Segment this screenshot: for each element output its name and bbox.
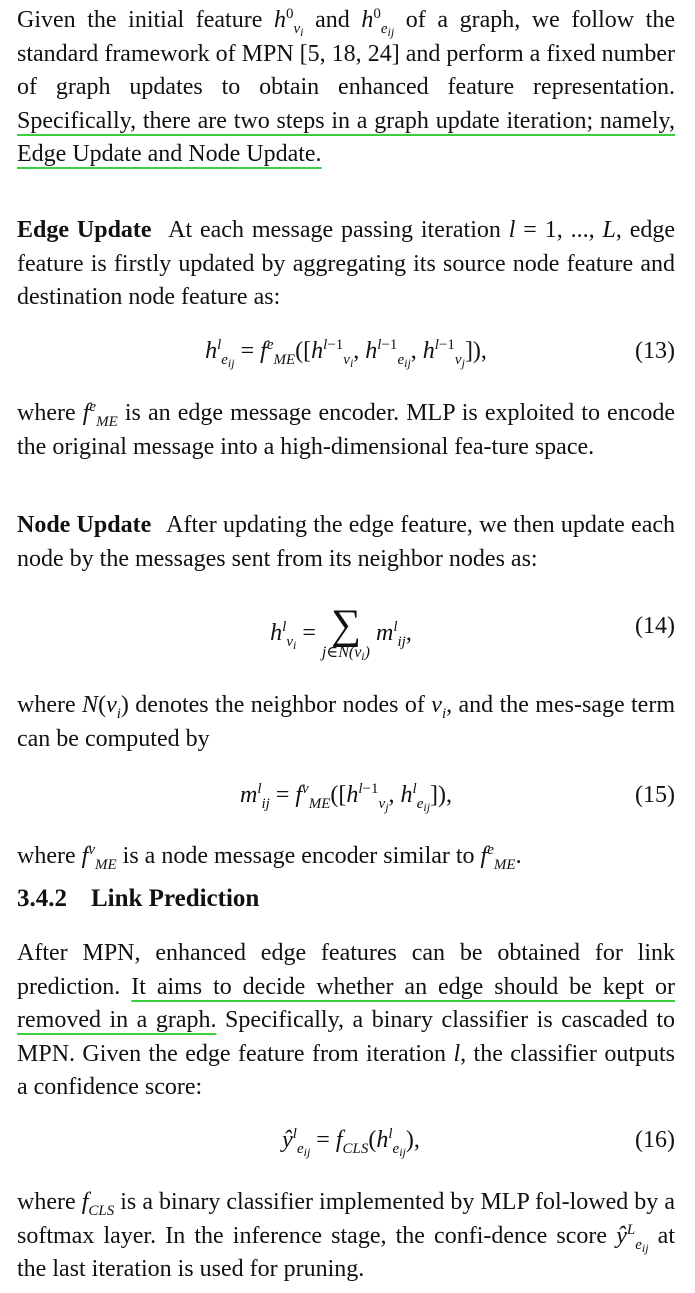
text: where <box>17 1189 82 1215</box>
equation-13-body: hleij = feME([hl−1vi, hl−1eij, hl−1vj]), <box>205 337 487 370</box>
equation-15: mlij = fvME([hl−1vj, hleij]), (15) <box>17 782 675 832</box>
text: of a graph, we follow the standard frame… <box>17 7 675 100</box>
equation-number: (14) <box>635 613 675 639</box>
text: At each message passing iteration <box>168 217 509 243</box>
node-update-paragraph: Node Update After updating the edge feat… <box>17 509 675 576</box>
highlighted-sentence: It aims to decide whether an edge should… <box>17 973 675 1034</box>
text: where <box>17 400 83 426</box>
text: , the classifier outputs a confidence sc… <box>17 1040 675 1101</box>
equation-13: hleij = feME([hl−1vi, hl−1eij, hl−1vj]),… <box>17 338 675 388</box>
paragraph-after-eq14: where N(vi) denotes the neighbor nodes o… <box>17 692 675 752</box>
text: is a node message encoder similar to <box>116 843 481 869</box>
intro-paragraph: Given the initial feature h0vi and h0eij… <box>17 6 675 168</box>
text: , edge feature is firstly updated by agg… <box>17 217 675 310</box>
paragraph-after-eq15: where fvME is a node message encoder sim… <box>17 842 522 873</box>
text: where <box>17 843 82 869</box>
text: = 1, ..., <box>515 217 603 243</box>
link-prediction-paragraph: After MPN, enhanced edge features can be… <box>17 940 675 1101</box>
text: is a binary classifier implemented by ML… <box>17 1189 675 1249</box>
highlighted-sentence: Specifically, there are two steps in a g… <box>17 107 675 168</box>
equation-16-body: ŷleij = fCLS(hleij), <box>282 1126 420 1159</box>
edge-update-paragraph: Edge Update At each message passing iter… <box>17 217 675 310</box>
section-title: Link Prediction <box>91 885 260 912</box>
text: . <box>515 843 522 869</box>
equation-15-body: mlij = fvME([hl−1vj, hleij]), <box>239 781 453 814</box>
text: denotes the neighbor nodes of <box>128 692 432 718</box>
equation-14-body: hlvi = ∑ j∈N(vi) mlij, <box>270 602 412 663</box>
summation: ∑ j∈N(vi) <box>321 602 370 663</box>
equation-number: (13) <box>635 338 675 364</box>
paragraph-after-eq13: where feME is an edge message encoder. M… <box>17 399 675 460</box>
equation-16: ŷleij = fCLS(hleij), (16) <box>17 1127 675 1177</box>
text: Given the initial feature <box>17 7 274 33</box>
equation-number: (15) <box>635 782 675 808</box>
text: at the last iteration is used for prunin… <box>17 1222 675 1283</box>
text: After MPN, enhanced edge features can be… <box>17 940 675 1000</box>
final-paragraph: where fCLS is a binary classifier implem… <box>17 1189 675 1283</box>
text: is an edge message encoder. MLP is explo… <box>17 400 675 460</box>
text: Specifically, a binary classifier is cas… <box>17 1007 675 1067</box>
text: where <box>17 692 83 718</box>
text: After updating the edge feature, we then… <box>17 512 675 572</box>
text: and <box>303 7 362 33</box>
edge-update-heading: Edge Update <box>17 217 152 243</box>
section-number: 3.4.2 <box>17 885 67 912</box>
node-update-heading: Node Update <box>17 512 152 538</box>
equation-14: hlvi = ∑ j∈N(vi) mlij, (14) <box>17 604 675 675</box>
section-heading: 3.4.2 Link Prediction <box>17 885 259 913</box>
equation-number: (16) <box>635 1127 675 1153</box>
text: , and the mes-sage term can be computed … <box>17 692 675 752</box>
